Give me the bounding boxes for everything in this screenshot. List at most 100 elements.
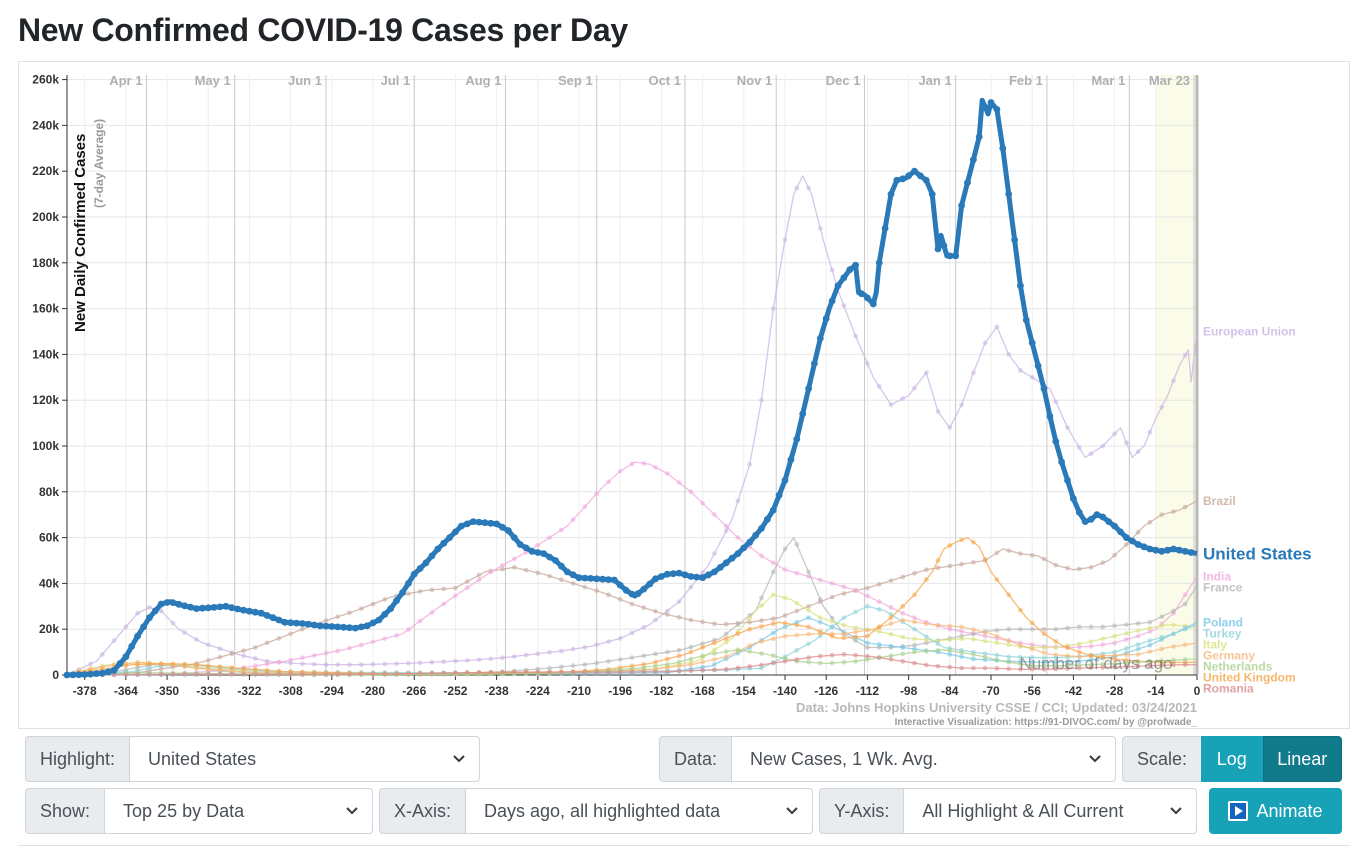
series-point bbox=[1018, 666, 1023, 672]
series-point bbox=[1088, 624, 1094, 630]
series-point bbox=[547, 649, 552, 655]
series-point bbox=[617, 597, 623, 602]
series-point bbox=[993, 106, 1001, 113]
series-point bbox=[457, 522, 465, 530]
series-point bbox=[888, 653, 894, 659]
series-point bbox=[629, 461, 635, 467]
series-point bbox=[775, 491, 783, 499]
series-point bbox=[606, 669, 611, 675]
series-point bbox=[1171, 644, 1176, 649]
series-end-label: Netherlands bbox=[1203, 659, 1273, 673]
series-point bbox=[806, 569, 811, 575]
series-point bbox=[817, 629, 823, 634]
animate-button[interactable]: Animate bbox=[1209, 788, 1342, 834]
series-point bbox=[841, 659, 847, 665]
series-point bbox=[912, 642, 917, 648]
series-point bbox=[881, 225, 889, 232]
series-point bbox=[675, 569, 683, 577]
series-point bbox=[829, 624, 835, 630]
series-point bbox=[816, 335, 824, 342]
xaxis-select[interactable]: Days ago, all highlighted data bbox=[465, 788, 813, 834]
series-point bbox=[228, 604, 236, 612]
series-point bbox=[676, 659, 682, 665]
series-point bbox=[688, 644, 694, 650]
series-point bbox=[1088, 644, 1094, 649]
series-point bbox=[629, 666, 635, 671]
series-point bbox=[323, 671, 329, 677]
series-line bbox=[66, 175, 1198, 676]
series-point bbox=[676, 663, 682, 669]
series-point bbox=[335, 614, 341, 620]
xaxis-select-group: X-Axis: Days ago, all highlighted data bbox=[379, 788, 813, 834]
series-point bbox=[251, 608, 259, 616]
series-point bbox=[923, 567, 929, 573]
chart-svg: Apr 1 May 1 Jun 1 Jul 1 Aug 1 Sep 1 Oct 1 Nov 1… bbox=[32, 73, 1312, 728]
series-point bbox=[959, 650, 964, 655]
show-select[interactable]: Top 25 by Data bbox=[104, 788, 373, 834]
scale-toggle-group: Scale: Log Linear bbox=[1122, 736, 1342, 782]
series-point bbox=[922, 176, 930, 184]
series-point bbox=[747, 461, 753, 467]
x-tick-label: -280 bbox=[361, 684, 385, 698]
series-point bbox=[971, 627, 976, 633]
series-point bbox=[900, 651, 906, 657]
series-point bbox=[1124, 637, 1129, 642]
series-point bbox=[1124, 440, 1129, 445]
series-point bbox=[534, 549, 542, 556]
series-point bbox=[947, 652, 953, 657]
y-tick-label: 260k bbox=[32, 73, 59, 87]
series-point bbox=[217, 667, 223, 673]
series-point bbox=[806, 631, 811, 637]
series-point bbox=[1158, 547, 1166, 555]
data-select-value: New Cases, 1 Wk. Avg. bbox=[750, 748, 938, 769]
series-point bbox=[940, 242, 948, 250]
series-point bbox=[1100, 636, 1106, 642]
series-point bbox=[134, 632, 141, 640]
series-point bbox=[263, 612, 271, 619]
series-point bbox=[994, 666, 1000, 671]
series-point bbox=[676, 480, 682, 485]
series-point bbox=[982, 665, 988, 671]
series-point bbox=[912, 385, 917, 391]
series-point bbox=[264, 661, 270, 667]
scale-log-button[interactable]: Log bbox=[1201, 736, 1263, 782]
yaxis-select[interactable]: All Highlight & All Current bbox=[903, 788, 1197, 834]
series-point bbox=[469, 518, 477, 525]
series-point bbox=[1135, 529, 1141, 535]
series-point bbox=[829, 619, 835, 624]
series-point bbox=[523, 652, 529, 658]
series-point bbox=[570, 517, 576, 523]
scale-linear-button[interactable]: Linear bbox=[1262, 736, 1342, 782]
series-point bbox=[712, 621, 717, 627]
series-point bbox=[688, 489, 694, 495]
series-point bbox=[464, 670, 470, 676]
series-point bbox=[288, 671, 293, 677]
series-point bbox=[900, 396, 906, 402]
data-select[interactable]: New Cases, 1 Wk. Avg. bbox=[731, 736, 1116, 782]
series-point bbox=[1146, 545, 1154, 553]
series-point bbox=[840, 274, 848, 282]
series-point bbox=[935, 565, 941, 571]
series-point bbox=[806, 624, 811, 630]
highlight-label: Highlight: bbox=[25, 736, 130, 782]
series-point bbox=[547, 573, 552, 579]
series-point bbox=[994, 550, 1000, 556]
series-point bbox=[817, 577, 823, 583]
series-point bbox=[1088, 451, 1094, 456]
yaxis-select-value: All Highlight & All Current bbox=[922, 800, 1124, 821]
series-point bbox=[370, 671, 376, 677]
series-end-label: United States bbox=[1203, 545, 1312, 564]
series-point bbox=[1006, 666, 1012, 672]
series-line bbox=[66, 97, 1198, 678]
series-point bbox=[759, 662, 764, 668]
series-point bbox=[1147, 638, 1153, 643]
series-point bbox=[723, 631, 729, 637]
series-point bbox=[959, 561, 964, 567]
highlight-select[interactable]: United States bbox=[129, 736, 480, 782]
series-point bbox=[1147, 629, 1153, 634]
series-point bbox=[510, 534, 518, 541]
series-point bbox=[1171, 509, 1176, 514]
series-point bbox=[817, 619, 823, 625]
series-point bbox=[1124, 542, 1129, 547]
series-point bbox=[841, 591, 847, 596]
